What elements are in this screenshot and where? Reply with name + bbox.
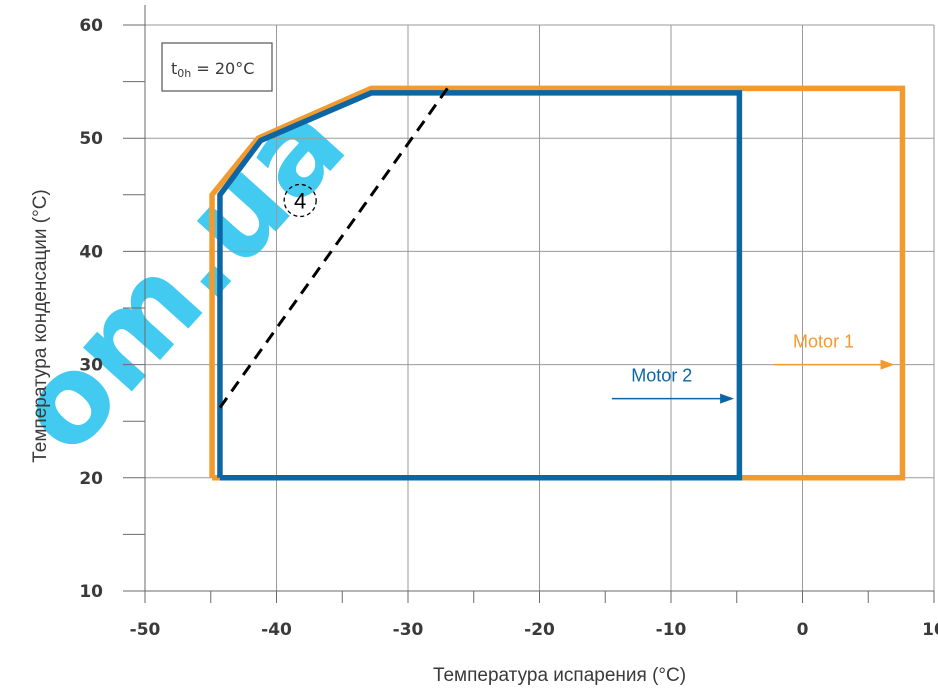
axes-layer: -50 -40 -30 -20 -10 0 10 10 20 30 40 50 60 — [79, 5, 938, 640]
motor-2-arrow-head — [720, 393, 735, 404]
x-tick-label: -30 — [393, 620, 424, 640]
legend-box: t0h = 20°C — [161, 42, 273, 92]
motor-1-label: Motor 1 — [793, 332, 854, 352]
curve-number-label: 4 — [294, 188, 306, 213]
y-tick-label: 40 — [79, 242, 103, 262]
x-axis-title: Температура испарения (°C) — [433, 665, 686, 686]
motor-2-label: Motor 2 — [631, 366, 692, 386]
curve-number-circle — [283, 183, 317, 218]
annotation-layer: 4 Motor 1 Motor 2 — [283, 183, 895, 404]
legend-text: t0h = 20°C — [171, 59, 254, 80]
series-motor-2 — [217, 90, 743, 481]
motor-1-arrow-head — [880, 359, 895, 370]
x-tick-label: 0 — [797, 620, 809, 640]
x-tick-label: -40 — [261, 620, 292, 640]
y-tick-label: 20 — [79, 469, 103, 489]
legend-rect — [161, 42, 273, 92]
y-tick-label: 50 — [79, 129, 103, 149]
x-tick-label: -10 — [656, 620, 687, 640]
y-axis-title: Температура конденсации (°C) — [30, 189, 51, 463]
y-tick-label: 60 — [79, 16, 103, 36]
y-tick-label: 10 — [79, 582, 103, 602]
watermark-layer: om.ua — [0, 75, 372, 480]
series-motor-1 — [209, 85, 906, 481]
legend-t: t — [171, 59, 177, 78]
series-dashed-line — [218, 87, 449, 409]
legend-sub: 0h — [177, 67, 191, 80]
x-tick-label: -20 — [524, 620, 555, 640]
y-tick-label: 30 — [79, 356, 103, 376]
x-tick-label: -50 — [130, 620, 161, 640]
watermark-text: om.ua — [0, 75, 372, 480]
x-tick-label: 10 — [922, 620, 938, 640]
legend-rest: = 20°C — [191, 59, 254, 78]
series-layer — [209, 85, 906, 481]
